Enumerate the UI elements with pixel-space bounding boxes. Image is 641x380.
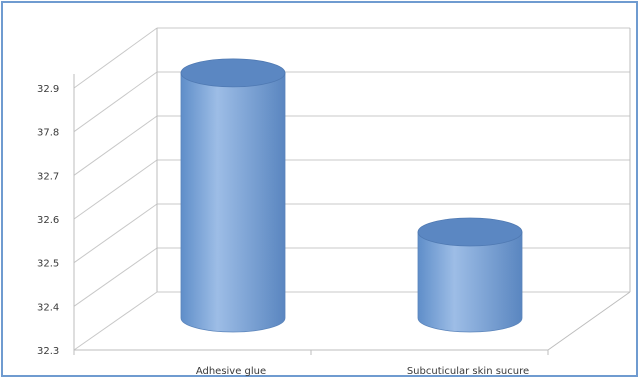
bar-top: [417, 217, 523, 247]
y-tick-label: 32.5: [37, 259, 59, 270]
category-labels: Adhesive glue Subcuticular skin sucure: [196, 366, 529, 377]
bar-body: [417, 231, 523, 333]
axes: [73, 28, 631, 355]
bar-1: [180, 58, 286, 333]
gridline-diagonal: [73, 203, 158, 264]
gridline-diagonal: [73, 159, 158, 220]
gridline-diagonal: [73, 115, 158, 176]
y-tick-label: 32.4: [37, 302, 59, 313]
gridline-diagonal: [73, 71, 158, 133]
bar-top: [180, 58, 286, 88]
bars: [180, 58, 523, 333]
y-tick-label: 32.3: [37, 346, 59, 357]
y-tick-label: 32.7: [37, 171, 59, 182]
y-tick-label: 32.6: [37, 215, 59, 226]
category-label: Adhesive glue: [196, 366, 266, 377]
bar-2: [417, 217, 523, 333]
gridline-diagonal: [73, 27, 158, 89]
bar-body: [180, 72, 286, 333]
y-tick-label: 32.9: [37, 84, 59, 95]
gridline-diagonal: [73, 247, 158, 307]
y-tick-labels: 32.3 32.4 32.5 32.6 32.7 37.8 32.9: [37, 84, 59, 357]
y-tick-label: 37.8: [37, 128, 59, 139]
category-label: Subcuticular skin sucure: [407, 366, 529, 377]
floor-right-edge: [547, 291, 631, 351]
gridline-diagonal: [73, 291, 158, 351]
